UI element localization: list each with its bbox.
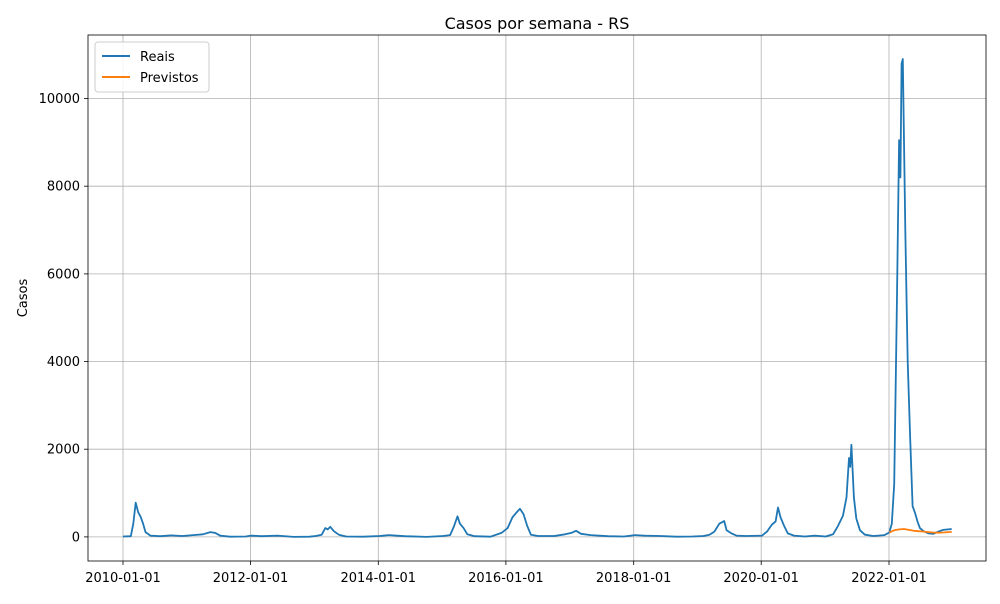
y-tick-label: 6000 xyxy=(47,267,80,282)
legend-label-reais: Reais xyxy=(140,50,175,65)
y-tick-label: 4000 xyxy=(47,355,80,370)
legend-label-previstos: Previstos xyxy=(140,71,199,86)
y-axis: 0 2000 4000 6000 8000 10000 xyxy=(39,92,88,545)
x-tick-label: 2020-01-01 xyxy=(723,571,799,586)
y-tick-label: 0 xyxy=(72,530,80,545)
legend: Reais Previstos xyxy=(94,41,210,93)
y-tick-label: 10000 xyxy=(39,92,80,107)
x-tick-label: 2016-01-01 xyxy=(468,571,544,586)
x-tick-label: 2014-01-01 xyxy=(341,571,417,586)
x-tick-label: 2022-01-01 xyxy=(851,571,927,586)
x-tick-label: 2012-01-01 xyxy=(213,571,289,586)
x-axis: 2010-01-01 2012-01-01 2014-01-01 2016-01-01… xyxy=(85,561,927,586)
series-layer xyxy=(122,58,952,538)
y-tick-label: 2000 xyxy=(47,443,80,458)
series-line-reais xyxy=(122,58,952,538)
y-tick-label: 8000 xyxy=(47,180,80,195)
chart-title: Casos por semana - RS xyxy=(445,14,630,33)
y-axis-label: Casos xyxy=(16,279,31,318)
x-tick-label: 2010-01-01 xyxy=(85,571,161,586)
x-tick-label: 2018-01-01 xyxy=(596,571,672,586)
series-line-previstos xyxy=(888,528,952,534)
plot-frame xyxy=(87,34,987,562)
legend-box xyxy=(94,41,210,93)
